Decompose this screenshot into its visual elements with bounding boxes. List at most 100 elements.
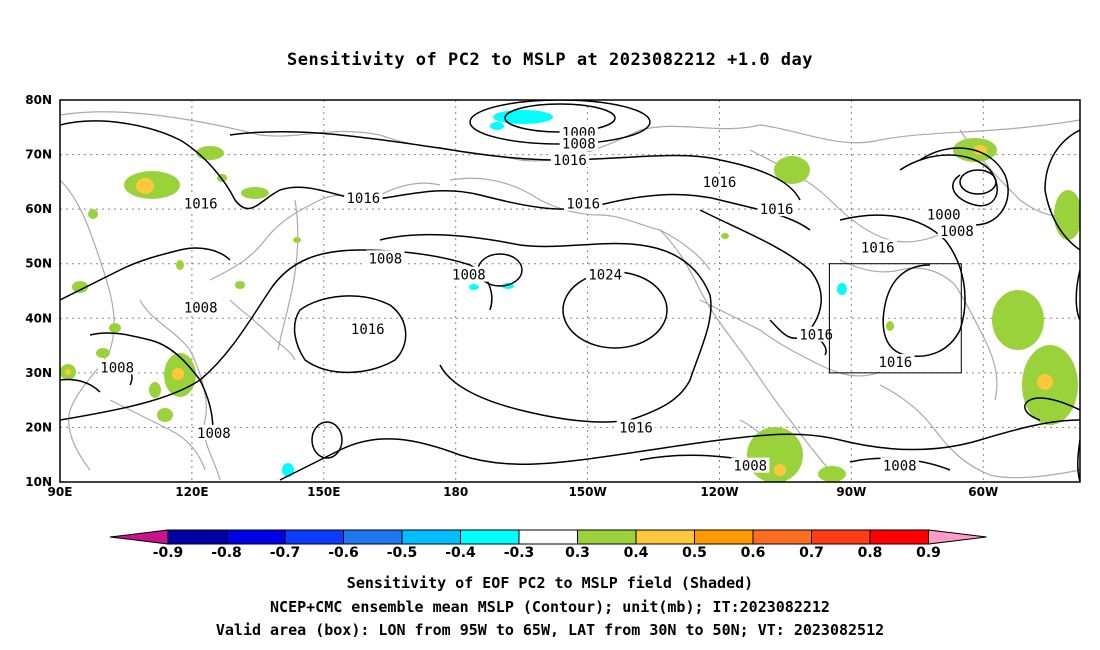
contour-label: 1016 xyxy=(347,191,381,207)
lon-tick-label: 150E xyxy=(307,485,340,499)
lat-tick-label: 10N xyxy=(25,475,52,489)
contour-label-bg xyxy=(344,190,383,206)
lat-tick-label: 60N xyxy=(25,202,52,216)
contour-label: 1016 xyxy=(799,328,833,344)
colorbar-swatch xyxy=(226,529,286,545)
caption-valid-area: Valid area (box): LON from 95W to 65W, L… xyxy=(215,621,885,639)
lon-tick-label: 120E xyxy=(175,485,208,499)
contour-label-bg xyxy=(563,195,603,211)
contour-label-bg xyxy=(880,457,919,473)
contour-label-bg xyxy=(924,206,963,222)
colorbar-swatch xyxy=(167,529,227,545)
contour-label: 1008 xyxy=(562,137,596,153)
colorbar-swatch xyxy=(343,529,403,545)
caption-shading: Sensitivity of EOF PC2 to MSLP field (Sh… xyxy=(346,574,754,592)
lat-tick-label: 30N xyxy=(25,366,52,380)
colorbar-swatch xyxy=(401,529,461,545)
colorbar-swatch xyxy=(869,529,929,545)
colorbar-swatch xyxy=(577,529,637,545)
colorbar-label: 0.3 xyxy=(565,545,590,561)
contour-label-bg xyxy=(97,359,137,375)
contour-label: 1008 xyxy=(100,360,134,376)
contour-label: 1016 xyxy=(566,197,600,213)
colorbar-low-end xyxy=(109,529,169,545)
contour-label: 1008 xyxy=(368,251,402,267)
colorbar-label: -0.5 xyxy=(387,545,418,561)
valid-area-box xyxy=(828,263,962,374)
contour-label-bg xyxy=(858,239,897,255)
lat-axis-labels: 80N 70N 60N 50N 40N 30N 20N 10N xyxy=(25,93,52,489)
lon-tick-label: 60W xyxy=(968,485,998,499)
contour-label: 1016 xyxy=(553,153,587,169)
contour-label-bg xyxy=(194,424,234,440)
lon-tick-label: 180 xyxy=(443,485,468,499)
contour-label-bg xyxy=(550,152,590,168)
contour-label-bg xyxy=(797,326,836,342)
colorbar-label: 0.7 xyxy=(799,545,824,561)
contour-label-bg xyxy=(348,321,387,337)
colorbar-label: -0.8 xyxy=(211,545,242,561)
map-frame xyxy=(59,99,1081,483)
contour-label: 1016 xyxy=(703,175,737,191)
contour-label: 1008 xyxy=(197,426,231,442)
contour-label-bg xyxy=(366,250,405,266)
lat-tick-label: 70N xyxy=(25,148,52,162)
page-title: Sensitivity of PC2 to MSLP at 2023082212… xyxy=(286,50,813,70)
colorbar-label: -0.3 xyxy=(504,545,535,561)
contour-label-bg xyxy=(616,419,656,435)
contour-label: 1008 xyxy=(184,300,218,316)
lon-tick-label: 150W xyxy=(568,485,606,499)
colorbar-swatch xyxy=(635,529,695,545)
colorbar-label: 0.6 xyxy=(741,545,766,561)
contour-label-bg xyxy=(876,353,915,369)
colorbar-label: -0.4 xyxy=(445,545,476,561)
contour-label: 1016 xyxy=(619,420,653,436)
contour-label: 1024 xyxy=(588,268,622,284)
caption-contour: NCEP+CMC ensemble mean MSLP (Contour); u… xyxy=(270,598,830,616)
contour-label-bg xyxy=(449,266,489,282)
contour-label: 1008 xyxy=(940,224,974,240)
lat-tick-label: 80N xyxy=(25,93,52,107)
contour-label: 1016 xyxy=(878,355,912,371)
colorbar: -0.9 -0.8 -0.7 -0.6 -0.5 -0.4 -0.3 0.3 0.4 0.5 0.6… xyxy=(109,529,987,561)
colorbar-label: 0.5 xyxy=(682,545,707,561)
colorbar-swatch xyxy=(811,529,871,545)
colorbar-label: 0.9 xyxy=(916,545,941,561)
colorbar-label: -0.9 xyxy=(153,545,184,561)
colorbar-swatch xyxy=(518,529,578,545)
colorbar-label: 0.8 xyxy=(858,545,883,561)
colorbar-swatch xyxy=(460,529,520,545)
contour-label-bg xyxy=(757,201,796,217)
contour-label-bg xyxy=(700,173,739,189)
colorbar-swatch xyxy=(694,529,754,545)
map-gridlines xyxy=(60,100,1080,482)
lon-tick-label: 90E xyxy=(48,485,73,499)
lon-axis-labels: 90E 120E 150E 180 150W 120W 90W 60W xyxy=(48,485,999,499)
lat-tick-label: 50N xyxy=(25,257,52,271)
contour-label-bg xyxy=(559,135,598,151)
colorbar-swatch xyxy=(284,529,344,545)
lon-tick-label: 90W xyxy=(836,485,866,499)
lat-tick-label: 40N xyxy=(25,311,52,325)
contour-label: 1016 xyxy=(861,240,895,256)
contour-label-bg xyxy=(181,195,220,211)
colorbar-swatch xyxy=(752,529,812,545)
contour-label-bg xyxy=(181,299,220,315)
colorbar-high-end xyxy=(928,529,987,545)
contour-label: 1008 xyxy=(452,268,486,284)
colorbar-label: 0.4 xyxy=(624,545,649,561)
contour-label-bg xyxy=(585,266,625,282)
contour-label: 1008 xyxy=(733,459,767,475)
contour-label: 1008 xyxy=(883,459,917,475)
contour-label: 1000 xyxy=(927,208,961,224)
colorbar-label: -0.6 xyxy=(328,545,359,561)
lat-tick-label: 20N xyxy=(25,420,52,434)
contour-label: 1016 xyxy=(760,202,794,218)
lon-tick-label: 120W xyxy=(700,485,738,499)
contour-label: 1016 xyxy=(351,322,385,338)
colorbar-label: -0.7 xyxy=(270,545,301,561)
contour-label-bg xyxy=(937,222,977,238)
contour-label-bg xyxy=(731,457,770,473)
